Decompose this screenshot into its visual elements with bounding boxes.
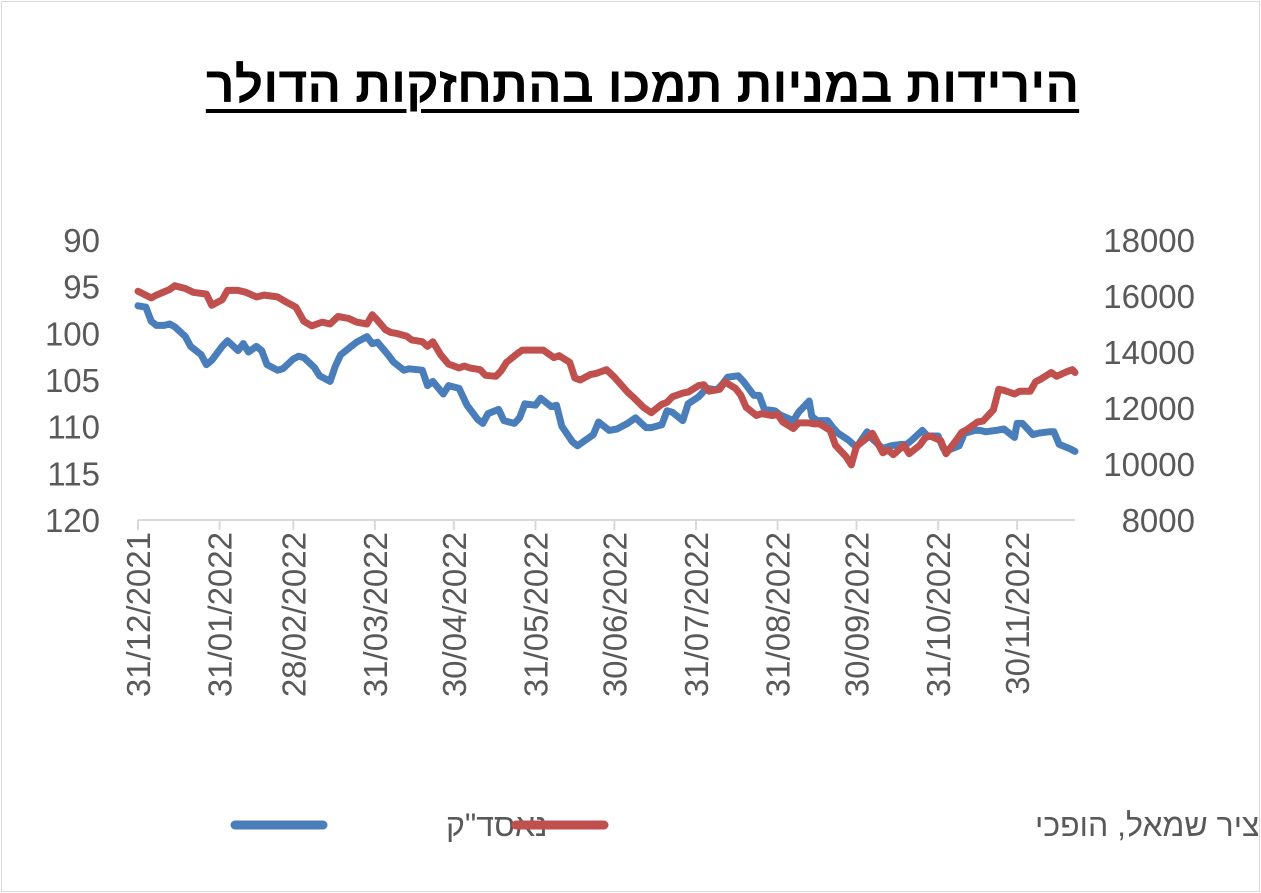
x-axis-tick-label: 30/09/2022 [839,532,876,697]
x-axis-tick-label: 31/05/2022 [517,532,554,697]
legend-label: סל דולרי- ציר שמאל, הופכי [1035,807,1261,843]
x-axis-tick-label: 31/03/2022 [357,532,394,697]
right-axis-tick-label: 10000 [1103,446,1195,483]
x-axis-tick-label: 31/07/2022 [678,532,715,697]
chart-title: הירידות במניות תמכו בהתחזקות הדולר [205,57,1080,113]
left-axis-tick-label: 100 [45,315,100,352]
x-axis-tick-label: 30/11/2022 [999,532,1036,695]
left-axis-tick-label: 115 [47,455,100,492]
x-axis-tick-label: 30/06/2022 [596,532,633,697]
left-axis-tick-label: 90 [63,222,100,259]
x-axis-tick-label: 28/02/2022 [275,532,312,697]
left-axis-tick-label: 95 [63,269,100,306]
right-axis-tick-label: 14000 [1103,334,1195,371]
right-axis-tick-label: 16000 [1103,278,1195,315]
right-axis-tick-label: 12000 [1103,390,1195,427]
series-line [134,282,1079,469]
x-axis-tick-label: 31/12/2021 [120,532,157,697]
left-axis-tick-label: 105 [45,362,100,399]
x-axis-tick-label: 30/04/2022 [436,532,473,697]
left-axis-tick-label: 120 [45,502,100,539]
x-axis-tick-label: 31/08/2022 [760,532,797,697]
right-axis-tick-label: 18000 [1103,222,1195,259]
x-axis-tick-label: 31/01/2022 [202,532,239,697]
series-line [134,302,1079,455]
left-axis-tick-label: 110 [47,409,100,446]
x-axis-tick-label: 31/10/2022 [920,532,957,697]
right-axis-tick-label: 8000 [1122,502,1195,539]
